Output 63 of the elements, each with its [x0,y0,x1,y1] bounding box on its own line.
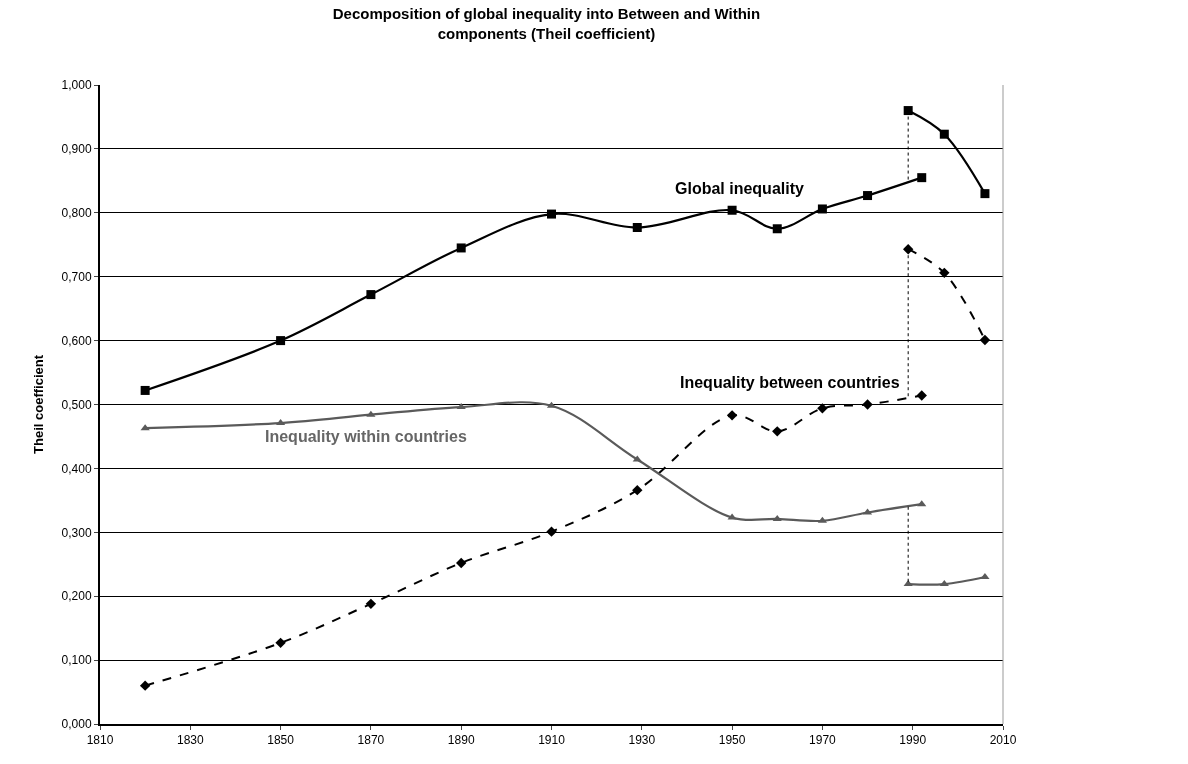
x-tick-label: 2010 [989,733,1017,748]
point [366,410,376,417]
point [817,204,827,214]
x-tick-label: 1890 [447,733,475,748]
y-tick-label: 0,300 [61,525,92,540]
point [980,189,990,199]
point [275,637,286,649]
annotation: Inequality within countries [265,428,467,445]
chart-title: Decomposition of global inequality into Between and Within components (Theil coefficient) [332,5,761,42]
y-axis-title: Theil coefficient [31,354,47,454]
point [939,580,949,587]
point [939,267,950,279]
x-tick-label: 1810 [86,733,114,748]
point [632,223,642,232]
point [772,224,782,234]
point [456,557,467,569]
point [939,129,949,139]
point [817,403,828,414]
point [727,513,737,520]
point [917,500,927,507]
point [917,173,927,183]
y-tick-label: 0,000 [61,717,92,732]
point [547,209,556,219]
y-tick-label: 0,200 [61,589,92,604]
point [903,106,913,116]
x-tick-label: 1930 [628,733,656,748]
point [140,385,150,395]
x-tick-label: 1870 [357,733,385,748]
annotation: Global inequality [675,180,805,197]
point [139,680,151,691]
point [772,426,783,437]
x-tick-label: 1910 [538,733,566,748]
point [276,336,286,346]
y-tick-label: 1,000 [61,78,92,93]
point [546,526,557,537]
y-tick-label: 0,800 [61,206,92,220]
y-tick-label: 0,900 [61,142,92,157]
point [366,290,376,300]
y-tick-label: 0,400 [61,461,92,476]
point [726,410,738,421]
point [140,424,150,431]
point [862,399,873,410]
x-tick-label: 1830 [176,733,204,748]
point [863,191,873,201]
annotation: Inequality between countries [680,374,900,391]
x-tick-label: 1950 [718,733,746,748]
point [980,573,990,580]
point [456,403,466,410]
y-tick-label: 0,500 [61,397,92,412]
x-tick-label: 1990 [899,733,927,748]
point [979,334,991,346]
y-tick-label: 0,100 [61,653,92,668]
point [902,244,914,255]
point [365,598,377,610]
point [772,514,782,521]
x-tick-label: 1970 [809,733,837,748]
point [456,243,466,253]
x-tick-label: 1850 [267,733,295,748]
y-tick-label: 0,700 [61,269,92,284]
point [916,390,927,401]
point [632,484,643,496]
y-tick-label: 0,600 [61,333,92,348]
point [727,205,737,215]
